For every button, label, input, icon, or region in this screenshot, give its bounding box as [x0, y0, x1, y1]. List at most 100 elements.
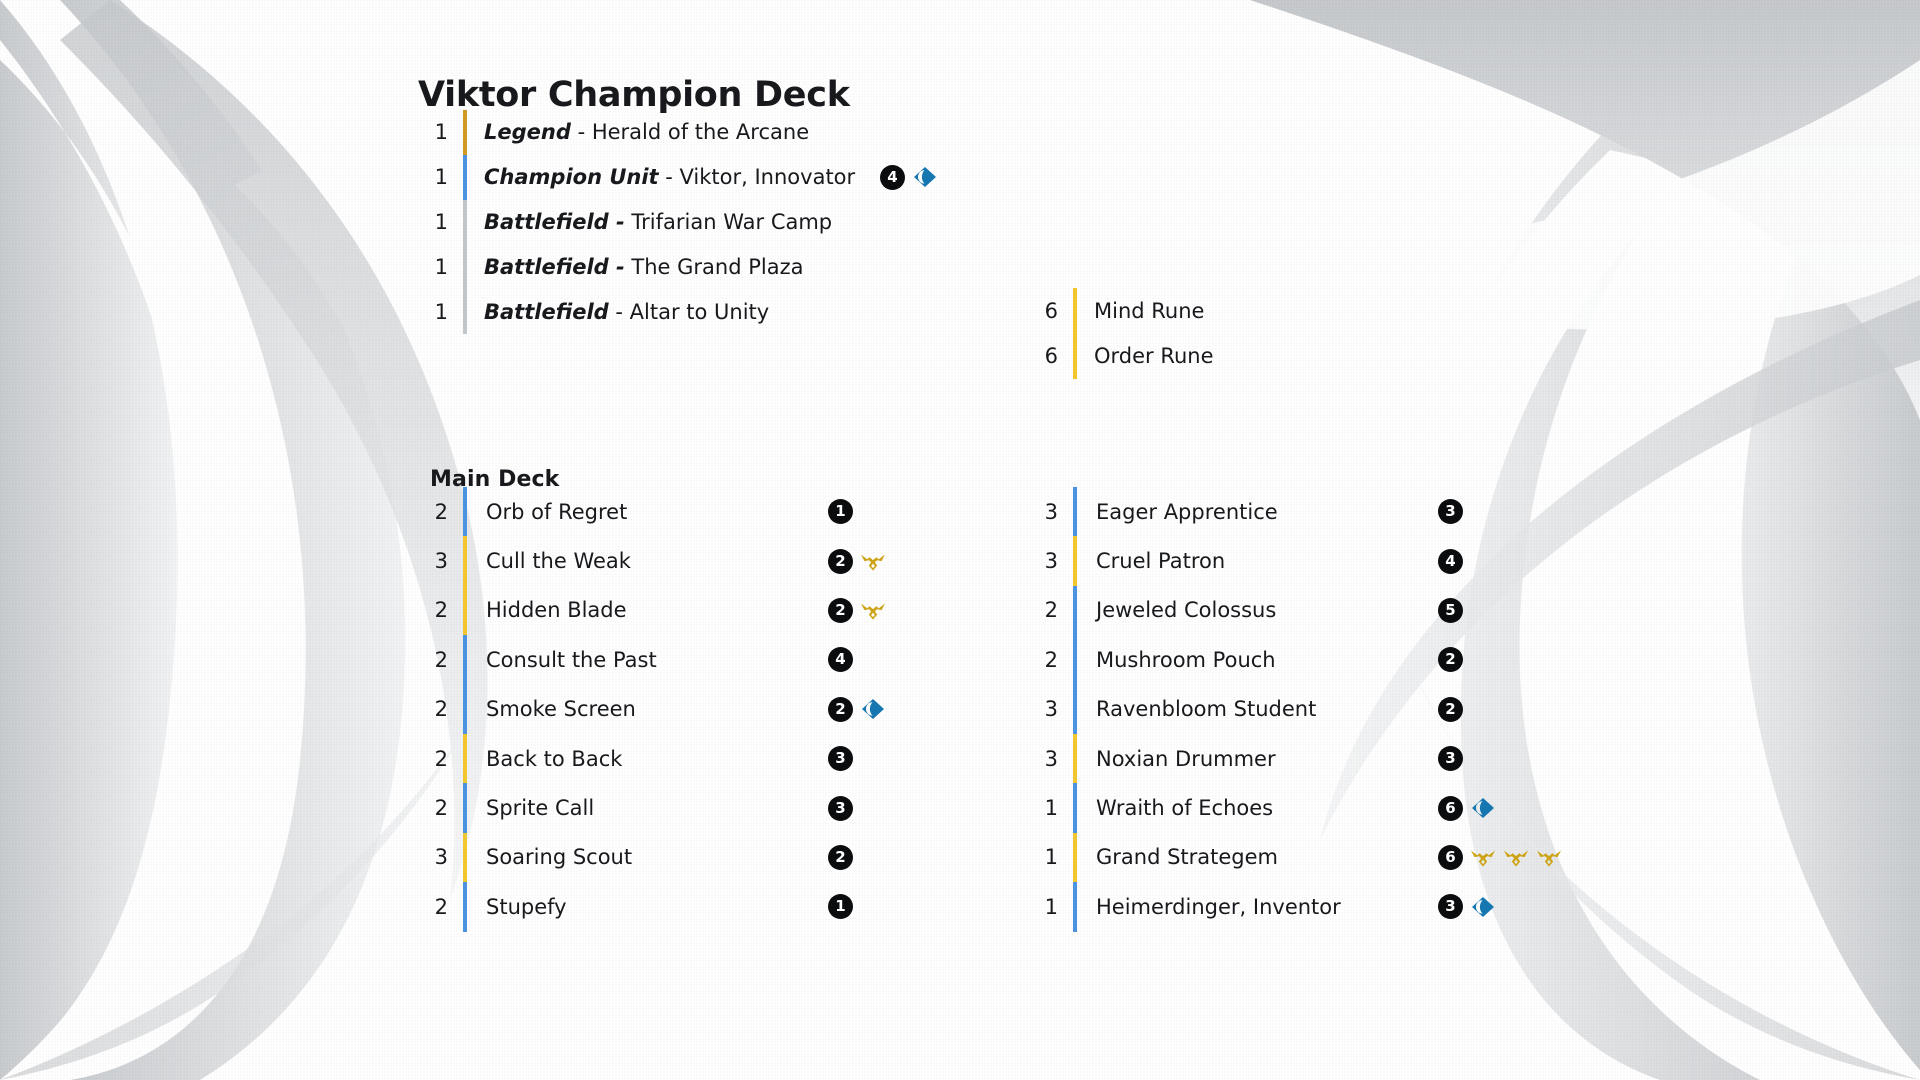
card-region-color-bar — [463, 199, 467, 245]
card-cost-and-runes: 4 — [828, 647, 978, 673]
card-region-color-bar — [463, 684, 467, 734]
deck-list-row[interactable]: 6 Mind Rune — [1028, 288, 1458, 334]
mana-cost-pip: 2 — [828, 696, 853, 722]
card-cost-and-runes: 1 — [828, 499, 978, 525]
card-type-label: Battlefield — [484, 299, 609, 324]
card-quantity: 6 — [1044, 298, 1058, 323]
deck-list-row[interactable]: 1 Heimerdinger, Inventor 3 — [1028, 882, 1588, 932]
mana-cost-pip: 1 — [828, 894, 853, 920]
deck-header-right-column: 6 Mind Rune 6 Order Rune — [1028, 288, 1458, 379]
deck-list-row[interactable]: 6 Order Rune — [1028, 333, 1458, 379]
mind-rune-icon — [1472, 896, 1494, 917]
deck-list-row[interactable]: 2 Orb of Regret 1 — [418, 487, 978, 537]
card-name: Cull the Weak — [486, 549, 631, 574]
deck-list-row[interactable]: 2 Stupefy 1 — [418, 882, 978, 932]
card-name: Orb of Regret — [486, 499, 628, 524]
card-quantity: 2 — [1044, 647, 1058, 672]
card-quantity: 1 — [434, 209, 448, 234]
card-quantity: 1 — [434, 120, 448, 145]
deck-list-row[interactable]: 1 Wraith of Echoes 6 — [1028, 783, 1588, 833]
card-quantity: 1 — [434, 299, 448, 324]
order-rune-icon — [1537, 850, 1561, 868]
card-quantity: 3 — [434, 549, 448, 574]
card-quantity: 3 — [1044, 697, 1058, 722]
card-name: Mind Rune — [1094, 298, 1205, 323]
card-name: Consult the Past — [486, 647, 657, 672]
card-region-color-bar — [1073, 733, 1077, 784]
deck-list-row[interactable]: 2 Sprite Call 3 — [418, 783, 978, 833]
card-region-color-bar — [463, 154, 467, 200]
card-name: Legend - Herald of the Arcane — [484, 120, 810, 145]
card-type-label: Legend — [484, 120, 571, 145]
card-quantity: 2 — [434, 598, 448, 623]
deck-list-row[interactable]: 2 Back to Back 3 — [418, 733, 978, 784]
deck-list-row[interactable]: 3 Cruel Patron 4 — [1028, 536, 1588, 586]
deck-list-row[interactable]: 1 Battlefield - The Grand Plaza — [418, 244, 938, 290]
card-cost-and-runes: 2 — [828, 844, 978, 870]
mana-cost-pip: 3 — [1438, 499, 1463, 525]
mana-cost-pip: 2 — [828, 548, 853, 574]
deck-list-row[interactable]: 2 Mushroom Pouch 2 — [1028, 635, 1588, 685]
card-cost-and-runes: 5 — [1438, 597, 1588, 623]
card-region-color-bar — [463, 244, 467, 290]
deck-list-row[interactable]: 3 Noxian Drummer 3 — [1028, 733, 1588, 784]
order-rune-icon — [1471, 850, 1495, 868]
mana-cost-pip: 2 — [828, 597, 853, 623]
card-region-color-bar — [1073, 882, 1077, 932]
card-region-color-bar — [1073, 832, 1077, 883]
deck-list-row[interactable]: 3 Ravenbloom Student 2 — [1028, 684, 1588, 734]
card-name: Stupefy — [486, 894, 567, 919]
deck-list-row[interactable]: 1 Legend - Herald of the Arcane — [418, 110, 938, 155]
deck-list-row[interactable]: 2 Hidden Blade 2 — [418, 585, 978, 636]
card-cost-and-runes: 6 — [1438, 795, 1588, 821]
card-name: Back to Back — [486, 746, 623, 771]
card-quantity: 6 — [1044, 344, 1058, 369]
deck-list-row[interactable]: 3 Eager Apprentice 3 — [1028, 487, 1588, 537]
card-name: Eager Apprentice — [1096, 499, 1278, 524]
card-quantity: 2 — [434, 746, 448, 771]
card-region-color-bar — [1073, 536, 1077, 586]
card-name: Wraith of Echoes — [1096, 796, 1274, 821]
deck-list-row[interactable]: 1 Grand Strategem 6 — [1028, 832, 1588, 883]
mana-cost-pip: 3 — [1438, 894, 1463, 920]
deck-list-row[interactable]: 1 Battlefield - Altar to Unity — [418, 289, 938, 334]
card-name: Sprite Call — [486, 796, 595, 821]
card-cost-and-runes: 3 — [1438, 499, 1588, 525]
card-cost-and-runes: 4 — [1438, 548, 1588, 574]
card-quantity: 3 — [1044, 499, 1058, 524]
card-quantity: 1 — [1044, 796, 1058, 821]
mana-cost-pip: 2 — [1438, 647, 1463, 673]
card-quantity: 3 — [1044, 549, 1058, 574]
card-region-color-bar — [463, 783, 467, 833]
deck-list-row[interactable]: 3 Soaring Scout 2 — [418, 832, 978, 883]
deck-list-row[interactable]: 3 Cull the Weak 2 — [418, 536, 978, 586]
deck-header-left-column: 1 Legend - Herald of the Arcane 1 Champion … — [418, 110, 938, 334]
card-cost-and-runes: 2 — [1438, 647, 1588, 673]
card-region-color-bar — [1073, 783, 1077, 833]
card-type-label: Battlefield - — [484, 254, 625, 279]
card-name: Battlefield - Altar to Unity — [484, 299, 770, 324]
card-name: Champion Unit - Viktor, Innovator — [484, 165, 856, 190]
deck-list-row[interactable]: 1 Champion Unit - Viktor, Innovator 4 — [418, 154, 938, 200]
card-quantity: 1 — [434, 254, 448, 279]
card-region-color-bar — [463, 289, 467, 334]
card-quantity: 2 — [434, 697, 448, 722]
deck-list-row[interactable]: 2 Smoke Screen 2 — [418, 684, 978, 734]
card-name: Cruel Patron — [1096, 549, 1226, 574]
card-name: Order Rune — [1094, 344, 1214, 369]
card-region-color-bar — [1073, 487, 1077, 537]
card-cost-and-runes: 1 — [828, 894, 978, 920]
card-region-color-bar — [1073, 684, 1077, 734]
card-name: Jeweled Colossus — [1096, 598, 1277, 623]
deck-list-row[interactable]: 1 Battlefield - Trifarian War Camp — [418, 199, 938, 245]
card-name: Smoke Screen — [486, 697, 636, 722]
card-cost-and-runes: 2 — [828, 696, 978, 722]
deck-list-row[interactable]: 2 Jeweled Colossus 5 — [1028, 585, 1588, 636]
card-region-color-bar — [1073, 288, 1077, 334]
card-region-color-bar — [463, 536, 467, 586]
mind-rune-icon — [1472, 798, 1494, 819]
deck-list-row[interactable]: 2 Consult the Past 4 — [418, 635, 978, 685]
card-name: Grand Strategem — [1096, 845, 1279, 870]
